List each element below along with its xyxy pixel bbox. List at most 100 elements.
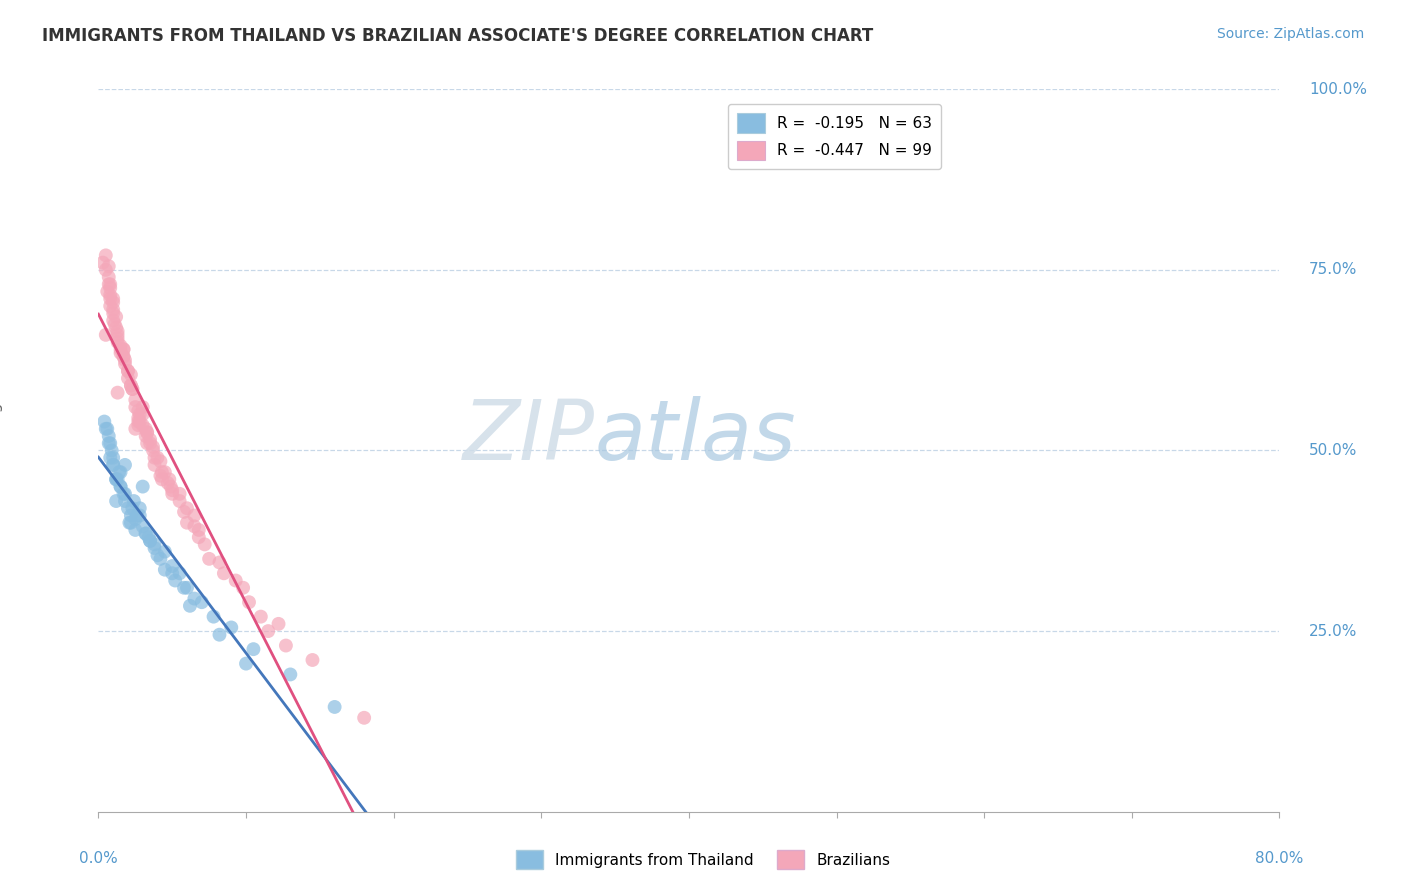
Point bbox=[112, 343, 135, 357]
Text: 100.0%: 100.0% bbox=[1309, 82, 1367, 96]
Point bbox=[103, 450, 125, 465]
Point bbox=[139, 436, 162, 450]
Point bbox=[128, 501, 150, 516]
Point bbox=[110, 480, 132, 494]
Point bbox=[117, 364, 139, 378]
Point bbox=[267, 616, 290, 631]
Point bbox=[153, 465, 176, 479]
Point bbox=[110, 480, 132, 494]
Point bbox=[98, 277, 121, 292]
Point bbox=[114, 353, 136, 368]
Point bbox=[176, 581, 198, 595]
Point bbox=[107, 472, 129, 486]
Point bbox=[135, 429, 157, 443]
Point bbox=[121, 382, 143, 396]
Point bbox=[105, 320, 128, 334]
Point bbox=[146, 548, 169, 562]
Point bbox=[112, 350, 135, 364]
Point bbox=[169, 487, 191, 501]
Point bbox=[124, 400, 146, 414]
Point bbox=[103, 302, 125, 317]
Point bbox=[103, 295, 125, 310]
Point bbox=[97, 259, 120, 273]
Point bbox=[323, 700, 346, 714]
Point bbox=[98, 450, 121, 465]
Point bbox=[120, 508, 142, 523]
Point bbox=[183, 519, 205, 533]
Point bbox=[138, 530, 160, 544]
Point bbox=[100, 443, 122, 458]
Point bbox=[187, 523, 209, 537]
Legend: R =  -0.195   N = 63, R =  -0.447   N = 99: R = -0.195 N = 63, R = -0.447 N = 99 bbox=[728, 104, 941, 169]
Point bbox=[150, 465, 173, 479]
Point bbox=[105, 494, 128, 508]
Point bbox=[103, 458, 125, 472]
Point bbox=[105, 310, 128, 324]
Point bbox=[103, 306, 125, 320]
Point bbox=[91, 255, 114, 269]
Point bbox=[93, 415, 115, 429]
Point bbox=[112, 343, 135, 357]
Point bbox=[238, 595, 260, 609]
Point bbox=[221, 620, 243, 634]
Text: 50.0%: 50.0% bbox=[1309, 443, 1357, 458]
Point bbox=[162, 566, 183, 581]
Point bbox=[105, 472, 128, 486]
Point bbox=[280, 667, 302, 681]
Text: atlas: atlas bbox=[595, 395, 796, 476]
Point bbox=[114, 357, 136, 371]
Point bbox=[107, 324, 129, 338]
Point bbox=[97, 277, 120, 292]
Point bbox=[110, 339, 132, 353]
Point bbox=[112, 487, 135, 501]
Point bbox=[173, 581, 195, 595]
Point bbox=[139, 433, 162, 447]
Point bbox=[132, 407, 155, 421]
Point bbox=[108, 465, 131, 479]
Point bbox=[105, 472, 128, 486]
Point bbox=[97, 436, 120, 450]
Point bbox=[202, 609, 225, 624]
Point bbox=[124, 523, 146, 537]
Point bbox=[159, 480, 181, 494]
Text: Associate's Degree: Associate's Degree bbox=[0, 377, 3, 524]
Point bbox=[139, 533, 162, 548]
Point bbox=[107, 385, 129, 400]
Point bbox=[120, 378, 142, 392]
Point bbox=[110, 465, 132, 479]
Point bbox=[225, 574, 247, 588]
Point bbox=[142, 443, 165, 458]
Point bbox=[127, 403, 149, 417]
Point bbox=[121, 382, 143, 396]
Point bbox=[176, 501, 198, 516]
Point bbox=[132, 400, 155, 414]
Point bbox=[135, 526, 157, 541]
Point bbox=[232, 581, 254, 595]
Point bbox=[242, 642, 264, 657]
Point bbox=[121, 501, 143, 516]
Point bbox=[107, 331, 129, 345]
Point bbox=[235, 657, 257, 671]
Point bbox=[139, 533, 162, 548]
Point bbox=[120, 368, 142, 382]
Point bbox=[124, 422, 146, 436]
Point bbox=[103, 458, 125, 472]
Point bbox=[103, 313, 125, 327]
Point bbox=[150, 472, 173, 486]
Point bbox=[110, 343, 132, 357]
Point bbox=[122, 494, 145, 508]
Point bbox=[128, 508, 150, 523]
Point bbox=[149, 454, 172, 468]
Point bbox=[136, 425, 159, 440]
Point bbox=[120, 378, 142, 392]
Point bbox=[120, 516, 142, 530]
Point bbox=[107, 327, 129, 342]
Point bbox=[153, 544, 176, 558]
Point bbox=[104, 317, 127, 331]
Point bbox=[162, 487, 183, 501]
Point bbox=[250, 609, 273, 624]
Point bbox=[132, 519, 155, 533]
Point bbox=[96, 285, 118, 299]
Point bbox=[136, 436, 159, 450]
Point bbox=[149, 551, 172, 566]
